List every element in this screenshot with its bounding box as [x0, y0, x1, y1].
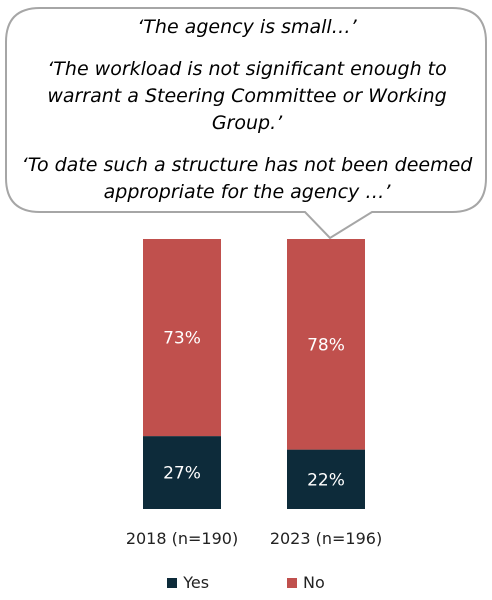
data-label-no-1: 73%	[163, 329, 201, 349]
quote-list: ‘The agency is small…’ ‘The workload is …	[14, 14, 480, 221]
quote-text: appropriate for the agency …’	[103, 181, 391, 203]
bar-segment-yes-2	[287, 449, 365, 509]
legend-swatch-yes	[167, 577, 178, 588]
bar-segment-no-1	[143, 239, 221, 437]
legend: Yes No	[0, 573, 492, 592]
x-tick-label-2: 2023 (n=196)	[270, 529, 382, 548]
legend-item-yes: Yes	[167, 573, 209, 592]
legend-label-yes: Yes	[183, 573, 210, 592]
quote-text: warrant a Steering Committee or Working …	[47, 85, 447, 134]
legend-item-no: No	[287, 573, 325, 592]
quote-2: ‘The workload is not significant enough …	[14, 56, 480, 137]
quote-text: ‘The workload is not significant enough …	[47, 58, 447, 80]
bar-segment-yes-1	[143, 436, 221, 509]
data-label-no-2: 78%	[307, 335, 345, 355]
legend-swatch-no	[287, 577, 298, 588]
quote-text: ‘To date such a structure has not been d…	[21, 154, 473, 176]
quote-3: ‘To date such a structure has not been d…	[14, 152, 480, 206]
speech-bubble-outline	[5, 7, 487, 240]
quote-text: ‘The agency is small…’	[137, 16, 357, 38]
stacked-bar-chart: 27% 73% 2018 (n=190) 22% 78% 2023 (n=196)	[126, 239, 382, 548]
bar-segment-no-2	[287, 239, 365, 450]
x-tick-label-1: 2018 (n=190)	[126, 529, 238, 548]
data-label-yes-2: 22%	[307, 470, 345, 490]
legend-label-no: No	[303, 573, 325, 592]
quote-1: ‘The agency is small…’	[14, 14, 480, 41]
data-label-yes-1: 27%	[163, 464, 201, 484]
